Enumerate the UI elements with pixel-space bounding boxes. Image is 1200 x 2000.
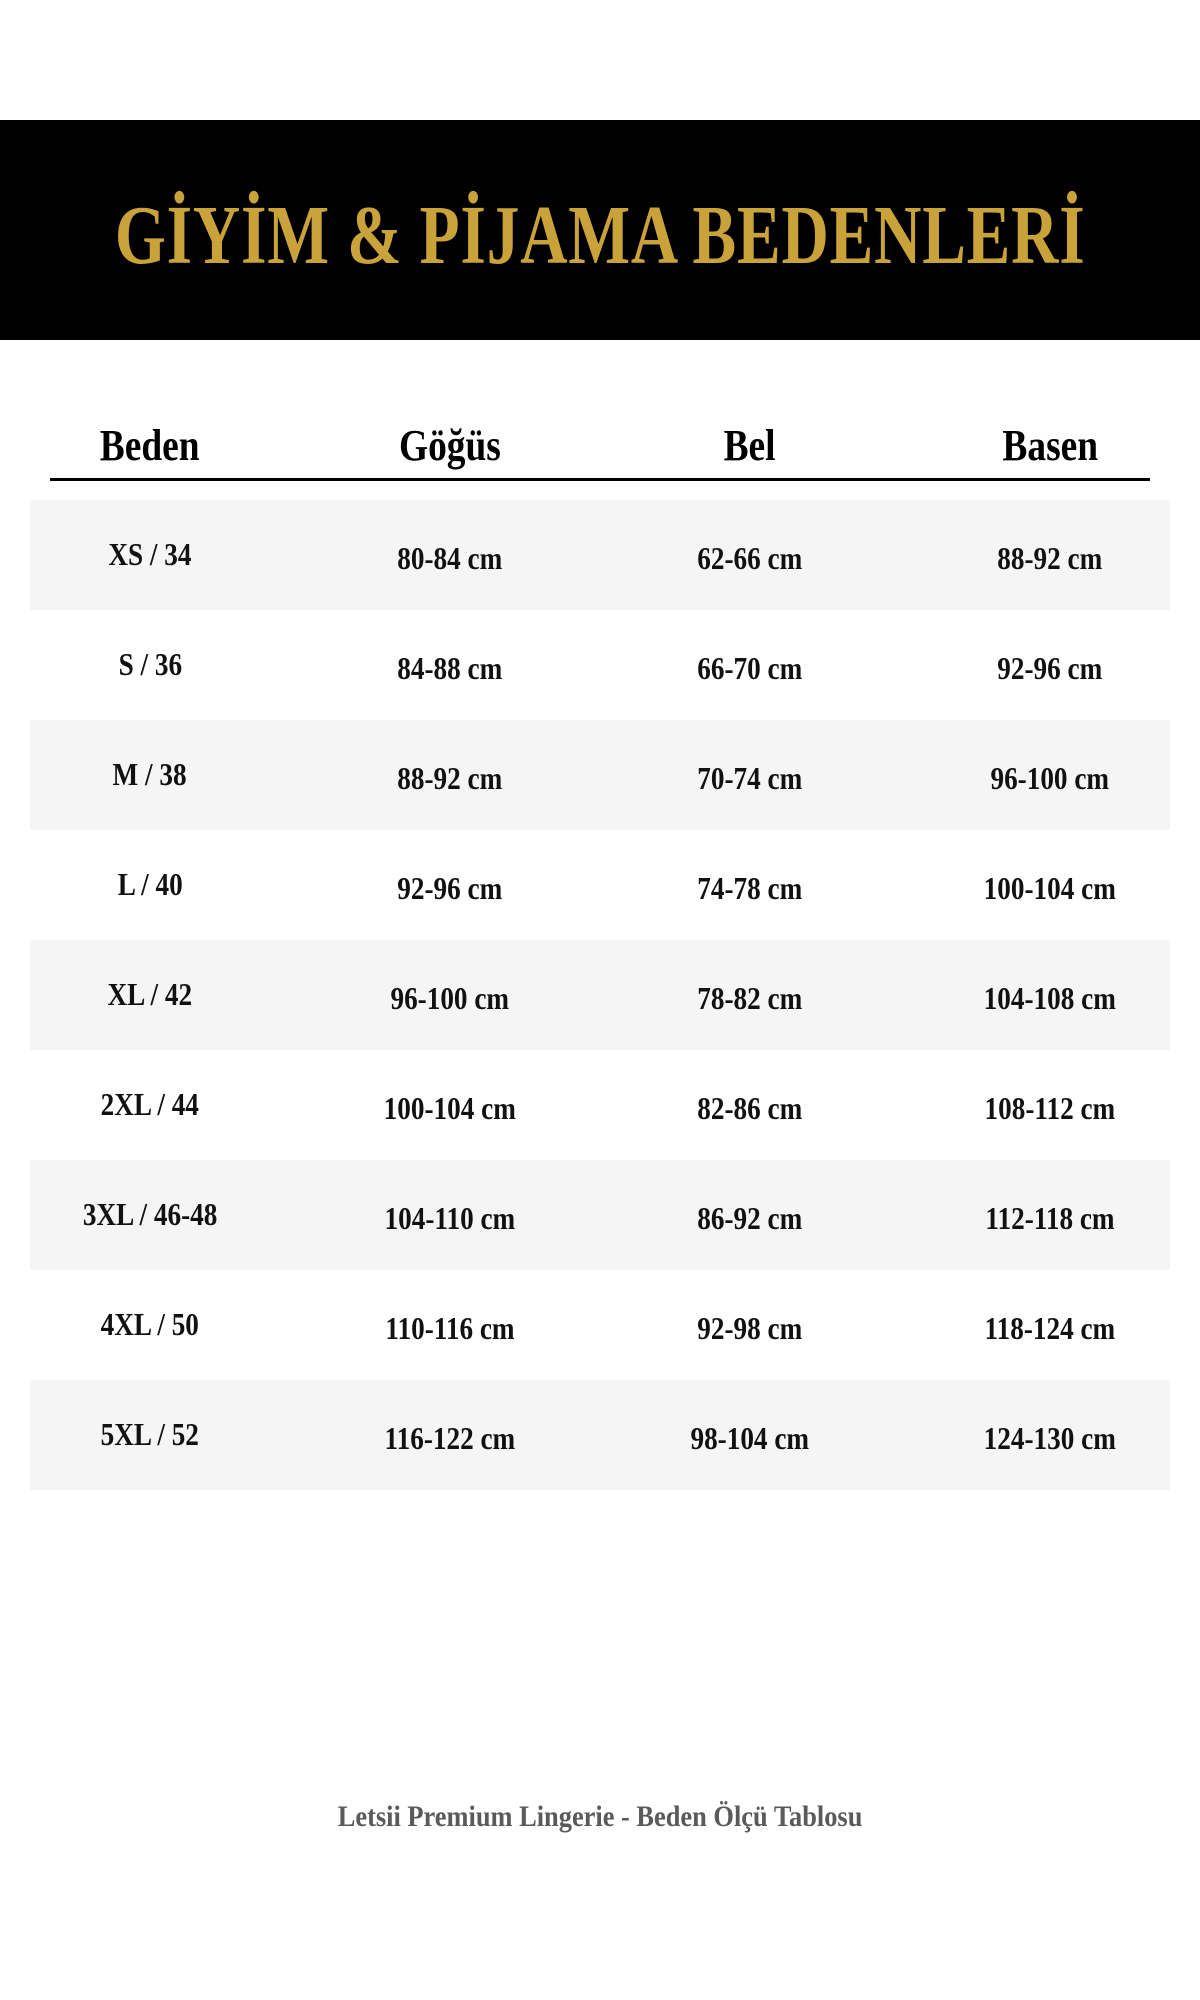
cell-basen: 88-92 cm xyxy=(997,540,1103,576)
header-divider xyxy=(50,478,1150,481)
cell-basen: 100-104 cm xyxy=(983,870,1117,906)
cell-bel: 78-82 cm xyxy=(697,980,803,1016)
header-gogus: Göğüs xyxy=(399,421,501,470)
cell-gogus: 92-96 cm xyxy=(397,870,503,906)
cell-gogus: 96-100 cm xyxy=(390,980,510,1016)
page-title: GİYİM & PİJAMA BEDENLERİ xyxy=(114,188,1086,282)
table-header: Beden Göğüs Bel Basen xyxy=(0,420,1200,476)
cell-gogus: 80-84 cm xyxy=(397,540,503,576)
table-row: 5XL / 52 116-122 cm 98-104 cm 124-130 cm xyxy=(0,1380,1200,1490)
table-row: XL / 42 96-100 cm 78-82 cm 104-108 cm xyxy=(0,940,1200,1050)
cell-bel: 86-92 cm xyxy=(697,1200,803,1236)
cell-basen: 96-100 cm xyxy=(990,760,1110,796)
cell-size: S / 36 xyxy=(118,646,182,682)
cell-basen: 104-108 cm xyxy=(983,980,1117,1016)
cell-basen: 108-112 cm xyxy=(984,1090,1116,1126)
cell-size: XL / 42 xyxy=(107,976,193,1012)
cell-bel: 74-78 cm xyxy=(697,870,803,906)
table-row: S / 36 84-88 cm 66-70 cm 92-96 cm xyxy=(0,610,1200,720)
cell-bel: 66-70 cm xyxy=(697,650,803,686)
cell-gogus: 100-104 cm xyxy=(383,1090,517,1126)
cell-basen: 124-130 cm xyxy=(983,1420,1117,1456)
cell-gogus: 104-110 cm xyxy=(384,1200,516,1236)
cell-bel: 70-74 cm xyxy=(697,760,803,796)
cell-gogus: 84-88 cm xyxy=(397,650,503,686)
cell-size: M / 38 xyxy=(112,756,188,792)
cell-bel: 62-66 cm xyxy=(697,540,803,576)
title-banner: GİYİM & PİJAMA BEDENLERİ xyxy=(0,120,1200,340)
cell-basen: 118-124 cm xyxy=(984,1310,1116,1346)
cell-bel: 92-98 cm xyxy=(697,1310,803,1346)
header-basen: Basen xyxy=(1002,421,1098,470)
cell-size: XS / 34 xyxy=(108,536,192,572)
cell-basen: 112-118 cm xyxy=(985,1200,1115,1236)
cell-size: 4XL / 50 xyxy=(100,1306,200,1342)
cell-gogus: 88-92 cm xyxy=(397,760,503,796)
cell-size: L / 40 xyxy=(117,866,183,902)
cell-basen: 92-96 cm xyxy=(997,650,1103,686)
cell-size: 3XL / 46-48 xyxy=(82,1196,218,1232)
cell-size: 5XL / 52 xyxy=(100,1416,200,1452)
cell-bel: 98-104 cm xyxy=(690,1420,810,1456)
footer-caption: Letsii Premium Lingerie - Beden Ölçü Tab… xyxy=(337,1800,863,1833)
cell-bel: 82-86 cm xyxy=(697,1090,803,1126)
header-bel: Bel xyxy=(724,421,776,470)
table-row: XS / 34 80-84 cm 62-66 cm 88-92 cm xyxy=(0,500,1200,610)
table-row: 3XL / 46-48 104-110 cm 86-92 cm 112-118 cm xyxy=(0,1160,1200,1270)
header-beden: Beden xyxy=(100,421,200,470)
table-row: L / 40 92-96 cm 74-78 cm 100-104 cm xyxy=(0,830,1200,940)
cell-gogus: 110-116 cm xyxy=(385,1310,515,1346)
table-row: 2XL / 44 100-104 cm 82-86 cm 108-112 cm xyxy=(0,1050,1200,1160)
table-row: M / 38 88-92 cm 70-74 cm 96-100 cm xyxy=(0,720,1200,830)
cell-gogus: 116-122 cm xyxy=(384,1420,516,1456)
cell-size: 2XL / 44 xyxy=(100,1086,200,1122)
table-row: 4XL / 50 110-116 cm 92-98 cm 118-124 cm xyxy=(0,1270,1200,1380)
